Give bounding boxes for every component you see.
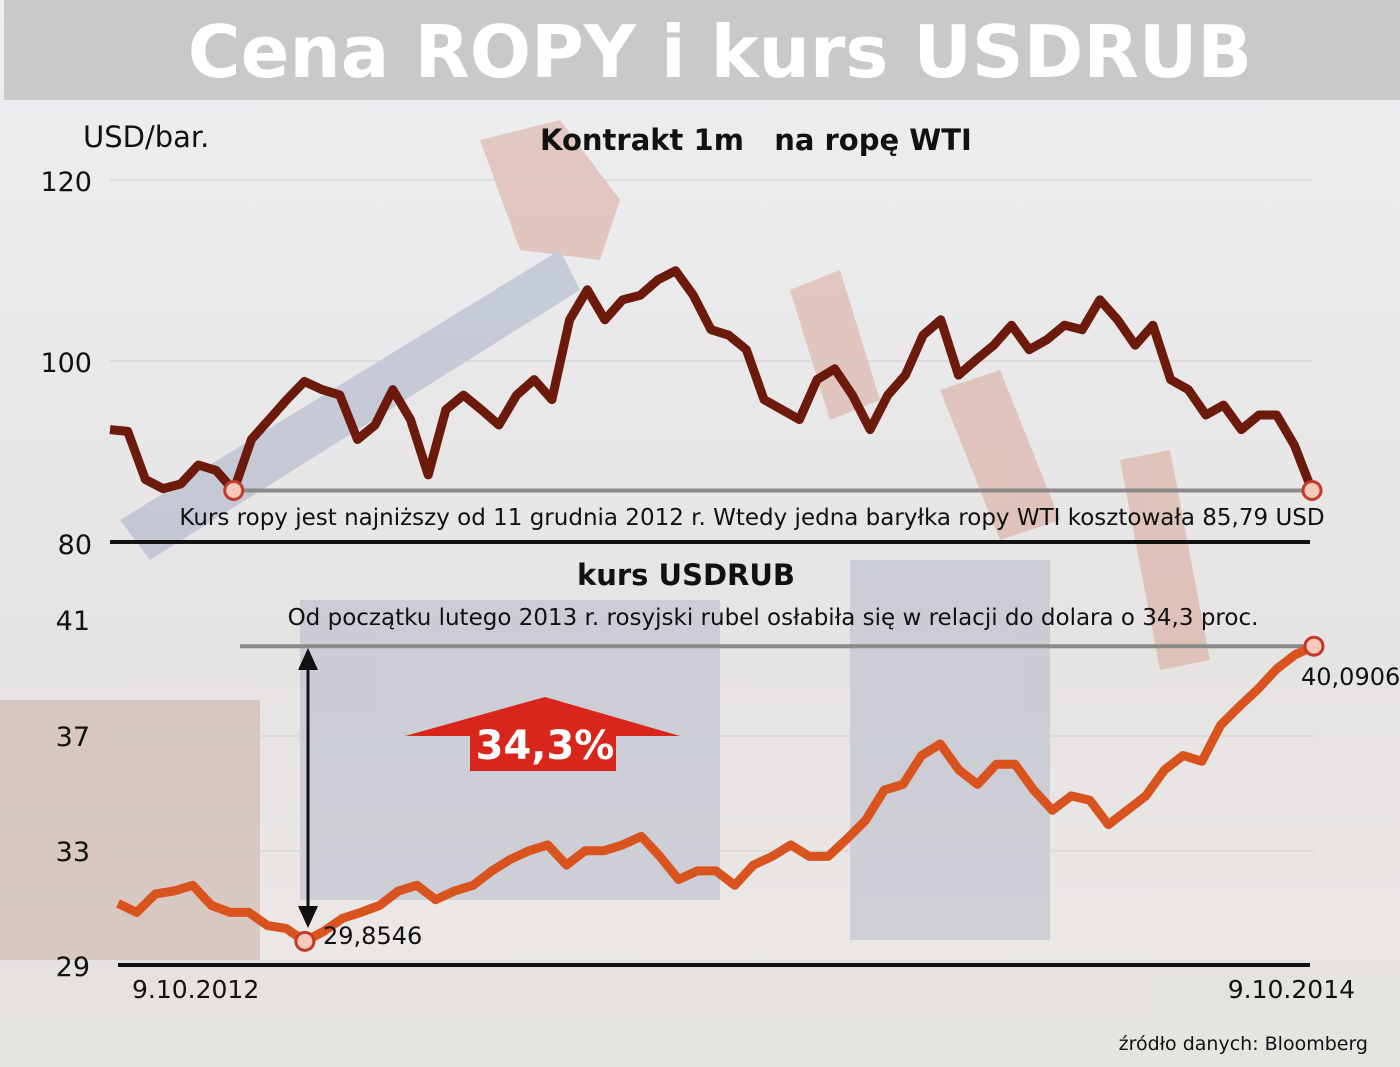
oil-series-line (109, 266, 1317, 495)
rub-series-line (116, 642, 1316, 946)
y-tick-label: 120 (40, 167, 92, 198)
rub-annotation: Od początku lutego 2013 r. rosyjski rube… (288, 605, 1259, 631)
double-arrow (298, 648, 318, 928)
title-bar (4, 0, 1400, 100)
change-badge (470, 718, 616, 771)
y-tick-label: 33 (56, 837, 90, 868)
oil-chart-title: Kontrakt 1m na ropę WTI (540, 123, 972, 157)
rub-chart-title: kurs USDRUB (577, 558, 795, 592)
source-note: źródło danych: Bloomberg (1119, 1033, 1368, 1055)
y-tick-label: 29 (56, 952, 90, 983)
y-tick-label: 41 (56, 606, 90, 637)
x-tick-label: 9.10.2014 (1228, 975, 1355, 1004)
low-marker-end (1301, 479, 1323, 501)
low-marker-start (223, 479, 245, 501)
y-tick-label: 100 (40, 348, 92, 379)
oil-annotation: Kurs ropy jest najniższy od 11 grudnia 2… (179, 505, 1324, 531)
change-label: 34,3% (476, 723, 615, 769)
x-tick-label: 9.10.2012 (132, 975, 259, 1004)
y-tick-label: 80 (58, 530, 92, 561)
chart-title: Cena ROPY i kurs USDRUB (188, 10, 1252, 94)
min-marker (294, 930, 316, 952)
y-tick-label: 37 (56, 722, 90, 753)
min-value-label: 29,8546 (323, 922, 422, 950)
y-axis-label: USD/bar. (83, 120, 209, 154)
last-marker (1303, 635, 1325, 657)
last-value-label: 40,0906 (1301, 663, 1400, 691)
